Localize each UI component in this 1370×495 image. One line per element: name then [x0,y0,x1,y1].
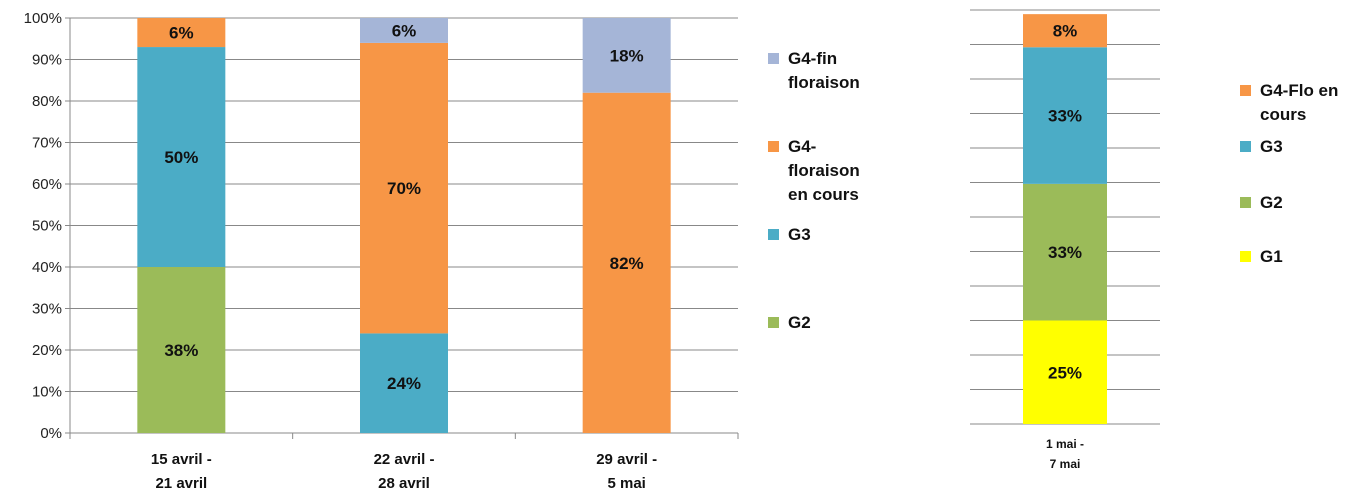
bar-g4-floraison-en-cours-2 [360,42,448,334]
legend-swatch-g1 [1240,251,1251,262]
stacked-bar-chart-left: 0% 10% 20% 30% 40% 50% 60% 70% 80% 90% 100% 38% 50% 6… [24,10,860,492]
legend-label: en cours [788,185,859,204]
bar-g2-1 [1023,183,1107,321]
data-label: 82% [610,254,644,273]
legend-swatch-g4-flo-en-cours [1240,85,1251,96]
x-category-label: 22 avril - [374,451,435,468]
legend-swatch-g2 [1240,197,1251,208]
x-category-label: 7 mai [1050,457,1081,471]
legend-label: cours [1260,105,1306,124]
data-label: 18% [610,46,644,65]
data-label: 33% [1048,107,1082,126]
x-category-label: 28 avril [378,475,430,492]
data-label: 6% [169,24,194,43]
data-label: 38% [164,341,198,360]
legend-swatch-g3 [768,229,779,240]
data-label: 6% [392,21,417,40]
y-tick-label: 30% [32,301,62,318]
bar-g2-1 [137,267,226,433]
legend: G4-Flo en cours G3 G2 G1 [1240,81,1338,266]
y-tick-label: 10% [32,384,62,401]
legend-swatch-g4-fin-floraison [768,53,779,64]
legend-label: G1 [1260,247,1283,266]
bar-g3-1 [137,47,226,267]
bar-g4-floraison-en-cours-3 [582,92,671,433]
x-category-label: 1 mai - [1046,437,1084,451]
legend-swatch-g2 [768,317,779,328]
x-category-label: 5 mai [607,475,645,492]
legend-label: G4-fin [788,49,837,68]
y-tick-label: 70% [32,135,62,152]
legend-label: G2 [788,313,811,332]
legend-label: G2 [1260,193,1283,212]
y-tick-label: 0% [40,425,62,442]
bar-g4-fin-floraison-2 [360,18,448,43]
legend-label: floraison [788,73,860,92]
data-label: 25% [1048,363,1082,382]
data-label: 50% [164,148,198,167]
bar-g3-2 [360,333,448,433]
x-category-label: 15 avril - [151,451,212,468]
data-label: 24% [387,374,421,393]
bar-g3-1 [1023,47,1107,184]
legend-swatch-g4-floraison-en-cours [768,141,779,152]
y-tick-label: 20% [32,342,62,359]
legend-label: G4-Flo en [1260,81,1338,100]
legend-label: G3 [788,225,811,244]
bar-g4-fin-floraison-3 [582,18,671,93]
data-label: 70% [387,179,421,198]
y-tick-label: 100% [24,10,62,27]
bar-g4-floraison-en-cours-1 [137,18,226,48]
y-tick-label: 90% [32,52,62,69]
bar-g4-flo-en-cours-1 [1023,14,1107,48]
bar-g1-1 [1023,320,1107,424]
x-category-label: 29 avril - [596,451,657,468]
y-tick-label: 80% [32,93,62,110]
y-tick-label: 50% [32,218,62,235]
legend: G4-fin floraison G4- floraison en cours G3 G2 [768,49,860,332]
legend-label: G4- [788,137,816,156]
legend-swatch-g3 [1240,141,1251,152]
legend-label: G3 [1260,137,1283,156]
data-label: 33% [1048,243,1082,262]
legend-label: floraison [788,161,860,180]
x-category-label: 21 avril [155,475,207,492]
data-label: 8% [1053,22,1078,41]
y-tick-label: 40% [32,259,62,276]
y-tick-label: 60% [32,176,62,193]
